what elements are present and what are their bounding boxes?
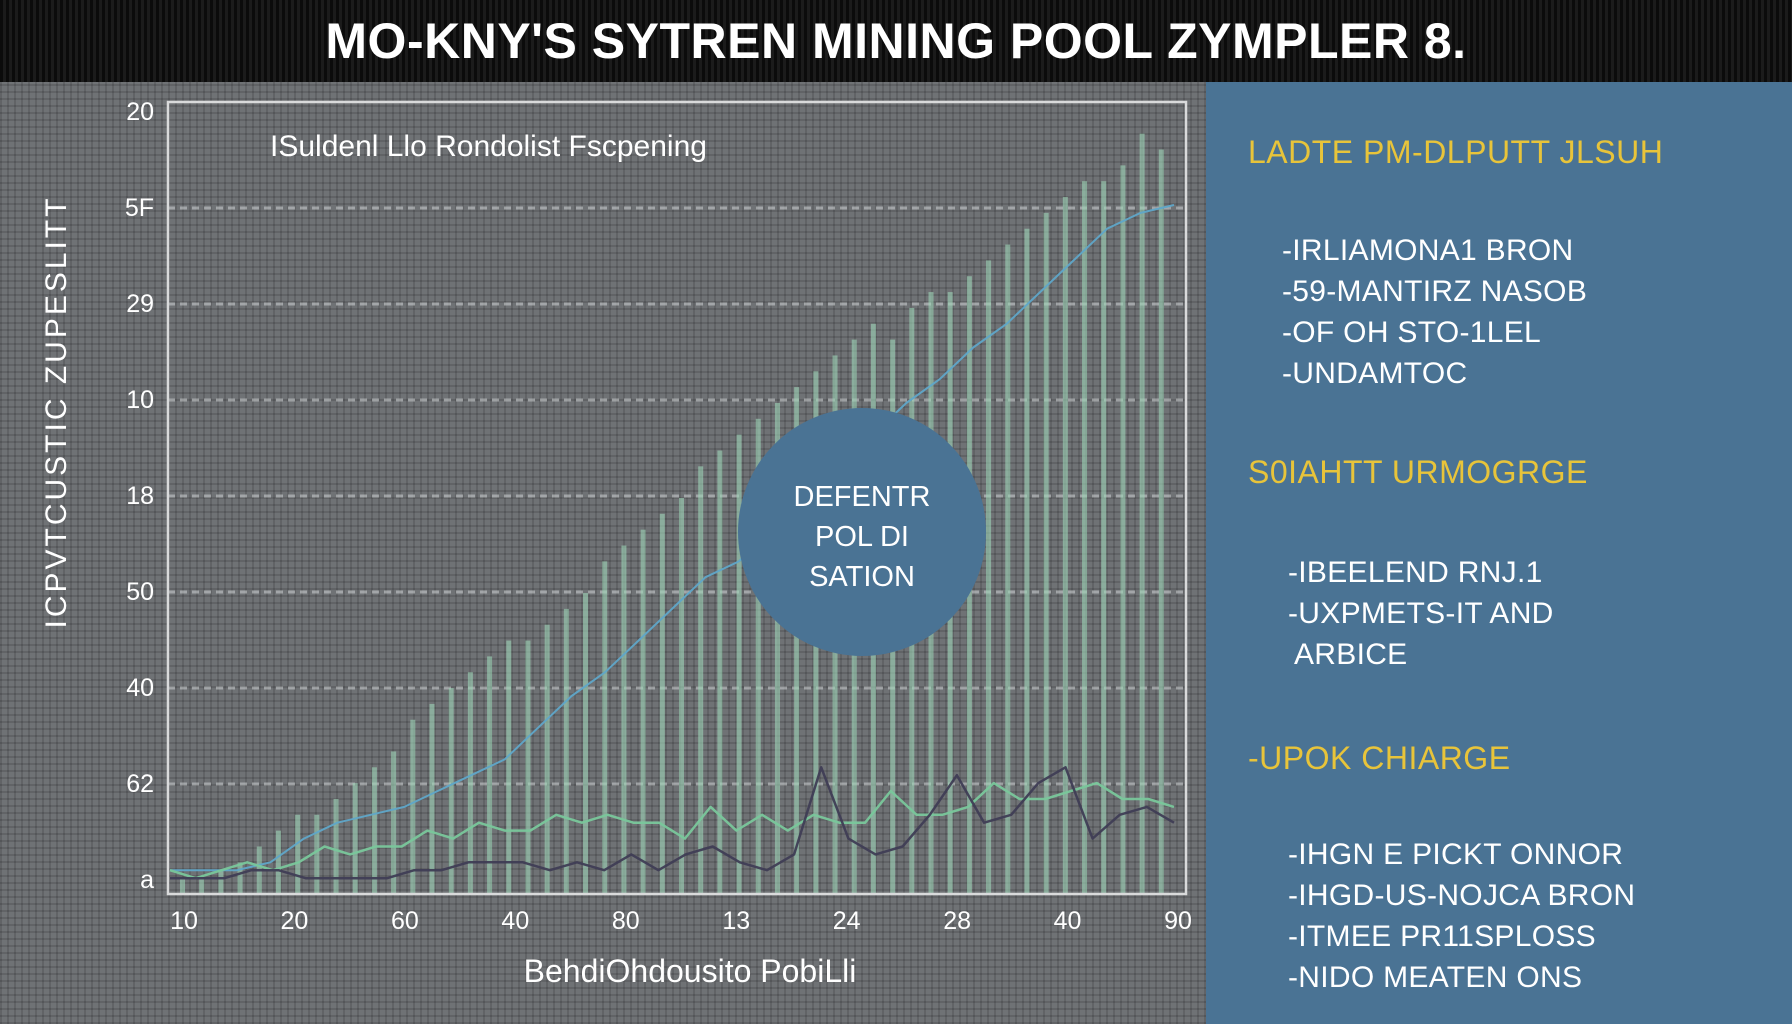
x-tick-label: 20 xyxy=(281,907,309,935)
list-item: -IHGN E PICKT ONNOR xyxy=(1288,838,1624,871)
page-title: MO-KNY'S SYTREN MINING POOL ZYMPLER 8. xyxy=(325,13,1467,69)
bar xyxy=(314,814,320,894)
y-tick-label: 29 xyxy=(126,290,154,318)
bar xyxy=(1139,133,1145,894)
x-tick-label: 28 xyxy=(943,907,971,935)
bar xyxy=(583,593,589,894)
bar xyxy=(487,656,493,894)
x-tick-label: 60 xyxy=(391,907,419,935)
y-axis-label: ICPVTCUSTIC ZUPESLITT xyxy=(40,195,73,628)
chart-lines xyxy=(169,204,1175,880)
series-line-blue xyxy=(170,204,1175,872)
y-tick-label: 62 xyxy=(126,770,154,798)
bar xyxy=(237,862,243,894)
bar xyxy=(1062,197,1068,894)
x-axis-label: BehdiOhdousito PobiLli xyxy=(524,953,857,989)
y-tick-label: 40 xyxy=(126,674,154,702)
list-item: -UNDAMTOC xyxy=(1282,357,1468,390)
title-bar: MO-KNY'S SYTREN MINING POOL ZYMPLER 8. xyxy=(0,0,1792,82)
bar xyxy=(659,513,665,894)
bar xyxy=(218,870,224,894)
series-line-green xyxy=(169,781,1175,880)
x-tick-label: 40 xyxy=(501,907,529,935)
x-tick-label: 40 xyxy=(1054,907,1082,935)
bar xyxy=(1005,244,1011,894)
y-tick-label: 20 xyxy=(126,98,154,126)
bar xyxy=(295,814,301,894)
bar xyxy=(391,751,397,894)
bar xyxy=(410,719,416,894)
x-tick-labels: 10 20 60 40 80 13 24 28 40 90 xyxy=(170,907,1192,935)
section-heading-1: LADTE PM-DLPUTT JLSUH xyxy=(1248,134,1664,170)
bar xyxy=(794,387,800,894)
list-item: -59-MANTIRZ NASOB xyxy=(1282,275,1588,308)
y-tick-label: a xyxy=(140,866,154,894)
chart-title: ISuldenl Llo Rondolist Fscpening xyxy=(270,130,707,163)
x-tick-label: 90 xyxy=(1164,907,1192,935)
y-tick-label: 18 xyxy=(126,482,154,510)
bar xyxy=(333,798,339,894)
bar xyxy=(525,640,531,894)
y-tick-label: 10 xyxy=(126,386,154,414)
bar xyxy=(736,434,742,894)
series-line-dark xyxy=(170,766,1175,880)
callout-line-1: DEFENTR xyxy=(794,481,931,513)
list-item: -OF OH STO-1LEL xyxy=(1282,316,1542,349)
list-item: -IRLIAMONA1 BRON xyxy=(1282,234,1574,267)
bar xyxy=(467,672,473,894)
bar xyxy=(506,640,512,894)
list-item: -NIDO MEATEN ONS xyxy=(1288,961,1583,994)
bar xyxy=(755,418,761,894)
list-item: -UXPMETS-IT AND xyxy=(1288,597,1554,630)
bar xyxy=(352,783,358,894)
callout: DEFENTR POL DI SATION xyxy=(738,408,986,656)
bar xyxy=(679,498,684,894)
bar xyxy=(429,703,435,894)
bar xyxy=(448,688,454,894)
chart-panel: 20 5F 29 10 18 50 40 62 a 10 20 60 40 80 13 24 28 40 90 I… xyxy=(0,82,1206,1024)
list-item: -IBEELEND RNJ.1 xyxy=(1288,556,1543,589)
bar xyxy=(371,767,377,894)
list-item: -IHGD-US-NOJCA BRON xyxy=(1288,879,1636,912)
bar xyxy=(1120,165,1126,895)
bar xyxy=(544,624,550,894)
bar xyxy=(563,608,569,894)
bar xyxy=(698,466,704,894)
bar xyxy=(1043,212,1049,894)
bar xyxy=(1082,181,1088,894)
x-tick-label: 80 xyxy=(612,907,640,935)
bar xyxy=(640,529,646,894)
list-item: -ITMEE PR11SPLOSS xyxy=(1288,920,1596,953)
y-tick-label: 50 xyxy=(126,578,154,606)
x-tick-label: 10 xyxy=(170,907,198,935)
y-tick-label: 5F xyxy=(125,194,154,222)
bar xyxy=(717,450,723,894)
section-heading-2: S0IAHTT URMOGRGE xyxy=(1248,454,1588,490)
x-tick-label: 13 xyxy=(722,907,750,935)
section-heading-3: -UPOK CHIARGE xyxy=(1248,740,1511,776)
bar xyxy=(1158,149,1164,894)
bar xyxy=(180,878,185,894)
list-item: ARBICE xyxy=(1294,638,1408,671)
info-panel: LADTE PM-DLPUTT JLSUH -IRLIAMONA1 BRON -… xyxy=(1206,82,1792,1024)
bar xyxy=(602,561,608,894)
bar xyxy=(621,545,627,894)
callout-line-2: POL DI xyxy=(815,521,909,553)
callout-circle xyxy=(738,408,986,656)
bar xyxy=(1101,181,1107,894)
bar xyxy=(275,830,281,894)
bar xyxy=(774,402,780,894)
chart: 20 5F 29 10 18 50 40 62 a 10 20 60 40 80 13 24 28 40 90 I… xyxy=(40,98,1192,989)
y-tick-labels: 20 5F 29 10 18 50 40 62 a xyxy=(125,98,154,894)
chart-bars xyxy=(180,133,1164,895)
callout-line-3: SATION xyxy=(809,561,915,593)
chart-grid xyxy=(168,206,1186,786)
bar xyxy=(986,260,992,894)
bar xyxy=(199,878,205,894)
x-tick-label: 24 xyxy=(833,907,861,935)
plot-frame xyxy=(166,100,1188,896)
bar xyxy=(1024,228,1030,895)
